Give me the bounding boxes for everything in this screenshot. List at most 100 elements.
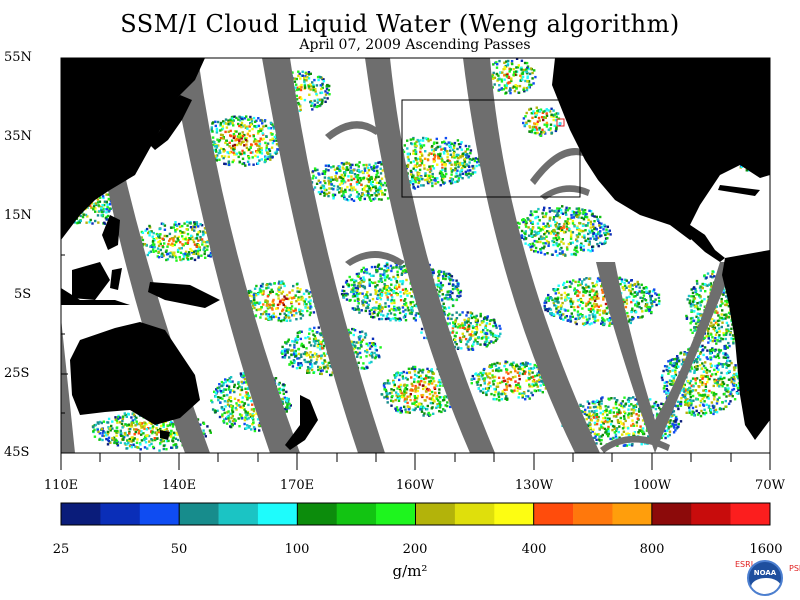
cloud-pixel [200,238,204,241]
cloud-pixel [385,267,389,270]
cloud-pixel [156,233,160,237]
cloud-pixel [575,322,578,326]
cloud-pixel [255,294,258,297]
cloud-pixel [252,135,255,138]
cloud-pixel [227,121,230,124]
cloud-pixel [268,303,272,306]
cloud-pixel [636,292,639,295]
cloud-pixel [275,139,279,142]
cloud-pixel [448,144,451,148]
cloud-pixel [256,151,259,154]
cloud-pixel [571,219,575,223]
cloud-pixel [631,288,634,291]
cloud-pixel [440,157,444,161]
cloud-pixel [145,243,148,247]
cloud-pixel [557,305,560,309]
cloud-pixel [503,84,507,87]
cloud-pixel [353,290,356,293]
cloud-pixel [601,242,604,246]
cloud-pixel [226,143,229,146]
cloud-pixel [544,301,548,304]
cloud-pixel [384,302,387,305]
cloud-pixel [164,250,168,253]
cloud-pixel [387,290,390,293]
cloud-pixel [250,119,254,123]
cloud-pixel [358,181,361,184]
cloud-pixel [347,179,350,182]
cloud-pixel [571,241,574,244]
cloud-pixel [545,121,549,125]
cloud-pixel [529,228,532,231]
cloud-pixel [401,269,405,273]
cloud-pixel [181,224,184,228]
cloud-pixel [198,248,201,252]
cloud-pixel [529,210,533,213]
cloud-pixel [444,164,447,167]
cloud-pixel [439,152,442,156]
cloud-pixel [334,177,338,180]
cloud-pixel [435,283,438,286]
cloud-pixel [424,150,427,153]
cloud-pixel [405,267,408,271]
cloud-pixel [577,213,581,216]
cloud-pixel [373,315,376,319]
cloud-pixel [256,301,259,304]
cloud-pixel [414,150,418,153]
cloud-pixel [371,281,375,285]
cloud-pixel [186,241,190,245]
cloud-pixel [548,110,552,113]
cloud-pixel [589,237,592,240]
cloud-pixel [94,207,97,210]
cloud-pixel [468,161,471,164]
cloud-pixel [534,126,538,129]
cloud-pixel [204,256,207,259]
cloud-pixel [223,122,226,125]
cloud-pixel [431,182,434,185]
cloud-pixel [436,177,439,180]
cloud-pixel [326,84,329,87]
cloud-pixel [410,312,413,316]
cloud-pixel [474,171,477,174]
cloud-pixel [354,188,357,191]
cloud-pixel [243,137,247,140]
cloud-pixel [271,300,275,303]
cloud-pixel [272,304,275,307]
cloud-pixel [249,122,252,125]
cloud-pixel [299,105,302,108]
cloud-pixel [254,120,257,123]
cloud-pixel [556,233,559,237]
cloud-pixel [355,292,359,295]
cloud-pixel [381,191,384,195]
cloud-pixel [424,178,427,182]
cloud-pixel [141,238,145,242]
cloud-pixel [655,303,658,307]
cloud-pixel [588,317,591,320]
cloud-pixel [514,84,517,87]
cloud-pixel [576,210,580,214]
cloud-pixel [215,127,219,131]
cloud-pixel [215,129,219,132]
cloud-pixel [455,172,458,175]
cloud-pixel [524,237,528,240]
cloud-pixel [596,242,599,246]
cloud-pixel [241,134,245,138]
cloud-pixel [466,152,469,156]
cloud-pixel [347,168,350,171]
cloud-pixel [589,220,593,223]
cloud-pixel [349,163,352,166]
cloud-pixel [309,305,312,308]
cloud-pixel [505,60,508,63]
cloud-pixel [515,66,518,69]
cloud-pixel [570,253,573,256]
cloud-pixel [592,289,595,292]
cloud-pixel [419,159,422,163]
cloud-pixel [272,139,276,143]
cloud-pixel [410,177,414,180]
cloud-pixel [526,66,529,70]
cloud-pixel [331,194,335,197]
cloud-pixel [184,250,188,253]
cloud-pixel [151,240,155,243]
cloud-pixel [535,106,538,109]
cloud-pixel [297,103,301,106]
cloud-pixel [318,98,322,101]
